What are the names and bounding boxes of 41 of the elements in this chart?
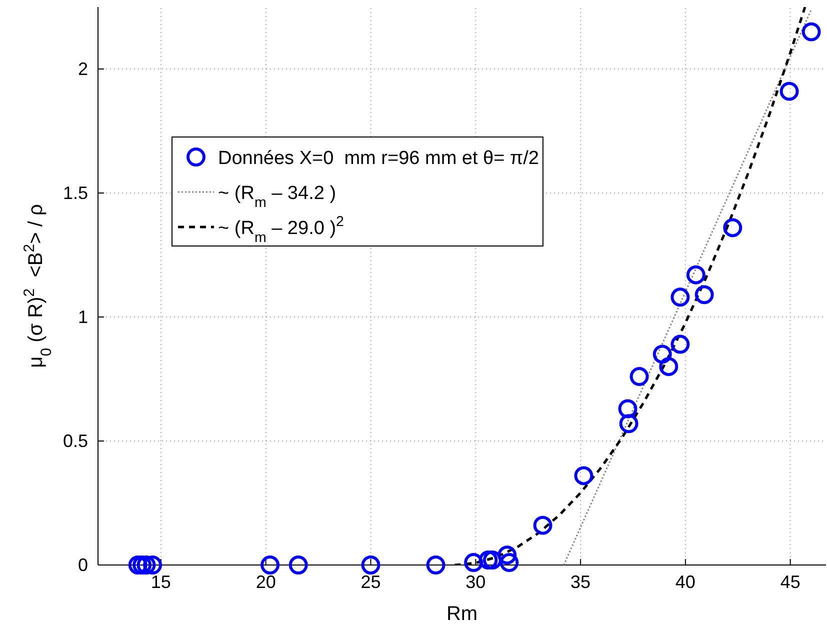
y-tick-label: 1.5: [62, 182, 88, 203]
y-tick-label: 0.5: [62, 430, 88, 451]
point: [533, 516, 552, 535]
point: [482, 550, 502, 570]
x-tick-label: 35: [570, 572, 591, 592]
x-tick-label: 25: [360, 572, 381, 592]
x-axis-title: Rm: [446, 603, 478, 624]
point: [694, 285, 714, 304]
point: [802, 22, 821, 42]
point: [500, 553, 519, 572]
point: [464, 553, 484, 572]
point: [478, 550, 498, 570]
point: [260, 556, 280, 574]
point: [780, 82, 799, 101]
legend-label: ~ (R$_{m}$ – 34.2 ): [218, 183, 336, 211]
x-tick-label: 15: [150, 572, 171, 592]
legend-label: ~ (R$_{m}$ – 29.0 )$^{2}$: [218, 214, 344, 246]
x-tick-label: 30: [466, 572, 486, 592]
x-tick-label: 40: [675, 572, 696, 592]
point: [670, 334, 690, 354]
point: [686, 265, 706, 284]
y-tick-label: 0: [78, 554, 88, 575]
point: [619, 414, 638, 434]
point: [426, 556, 446, 574]
point: [723, 218, 742, 238]
point: [670, 288, 690, 307]
x-tick-label: 20: [256, 572, 276, 592]
y-tick-label: 2: [78, 58, 88, 79]
point: [136, 556, 156, 574]
point: [143, 556, 162, 574]
point: [630, 367, 649, 386]
point: [618, 399, 638, 418]
x-tick-label: 45: [780, 572, 800, 592]
point: [574, 466, 594, 486]
point: [288, 556, 308, 574]
point: [361, 556, 380, 574]
point: [659, 357, 678, 376]
point: [652, 344, 672, 364]
legend-label: Données X=0 mm r=96 mm et θ= π/2: [218, 148, 539, 169]
point: [498, 546, 517, 565]
y-tick-label: 1: [78, 306, 88, 327]
